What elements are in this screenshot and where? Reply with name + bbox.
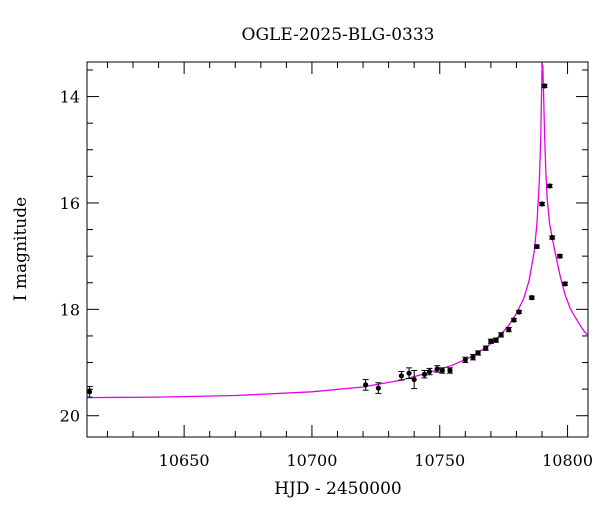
data-point bbox=[375, 385, 381, 391]
data-point bbox=[398, 373, 405, 379]
data-point bbox=[475, 350, 481, 356]
data-point bbox=[363, 382, 369, 388]
data-point bbox=[557, 253, 563, 259]
y-axis-label: I magnitude bbox=[11, 197, 31, 301]
y-tick-label: 18 bbox=[60, 300, 80, 319]
data-point bbox=[411, 376, 417, 383]
data-point bbox=[434, 366, 440, 372]
data-point bbox=[406, 370, 412, 376]
data-point bbox=[547, 183, 553, 189]
x-axis-label: HJD - 2450000 bbox=[274, 479, 402, 499]
data-point bbox=[541, 83, 548, 89]
data-point bbox=[426, 368, 433, 375]
plot-frame bbox=[86, 61, 589, 438]
x-tick-label: 10700 bbox=[286, 451, 337, 470]
y-tick-label: 14 bbox=[60, 88, 80, 107]
data-point bbox=[462, 357, 468, 363]
model-curve-group bbox=[87, 64, 588, 399]
data-point bbox=[493, 337, 499, 343]
data-point bbox=[86, 389, 93, 395]
data-point bbox=[529, 295, 535, 301]
y-tick-label: 20 bbox=[60, 407, 80, 426]
chart-title: OGLE-2025-BLG-0333 bbox=[242, 25, 435, 45]
axis-ticks bbox=[87, 62, 588, 437]
data-point bbox=[562, 281, 568, 287]
data-point bbox=[534, 243, 540, 250]
x-tick-label: 10650 bbox=[159, 451, 210, 470]
x-tick-label: 10800 bbox=[542, 451, 593, 470]
x-tick-label: 10750 bbox=[414, 451, 465, 470]
data-point bbox=[470, 354, 476, 360]
data-point bbox=[516, 309, 522, 315]
data-point bbox=[447, 367, 453, 374]
data-point bbox=[549, 234, 555, 241]
data-point bbox=[539, 201, 545, 207]
y-tick-label: 16 bbox=[60, 194, 80, 213]
data-points-group bbox=[86, 83, 568, 398]
data-point bbox=[421, 371, 428, 377]
data-point bbox=[483, 345, 489, 351]
axis-tick-labels: 10650 10700 10750 10800 14 16 18 20 bbox=[60, 88, 593, 470]
data-point bbox=[511, 317, 517, 323]
data-point bbox=[506, 326, 512, 333]
data-point bbox=[439, 367, 445, 374]
data-point bbox=[488, 338, 494, 344]
model-curve bbox=[87, 64, 588, 399]
data-point bbox=[498, 332, 504, 338]
